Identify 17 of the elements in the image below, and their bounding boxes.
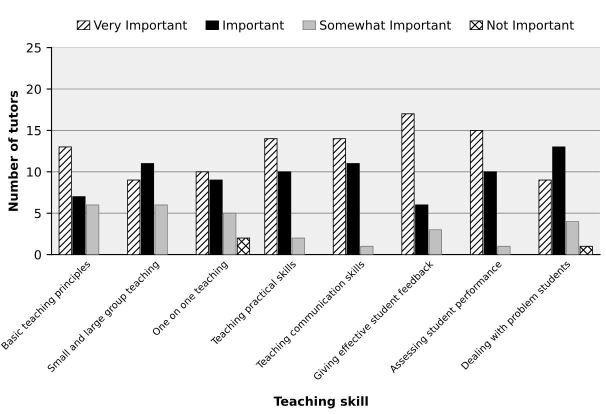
bar xyxy=(428,229,442,255)
x-axis-title: Teaching skill xyxy=(274,396,368,408)
y-tick-label: 20 xyxy=(26,84,41,94)
y-tick-label: 25 xyxy=(26,43,41,53)
legend-label: Very Important xyxy=(94,20,187,32)
bar xyxy=(360,246,374,255)
bar xyxy=(566,221,580,255)
y-tick-label: 10 xyxy=(27,167,41,177)
bar xyxy=(497,246,511,255)
y-tick-label: 5 xyxy=(34,208,41,218)
y-tick-label: 0 xyxy=(34,250,41,260)
legend-label: Not Important xyxy=(488,20,574,32)
legend-label: Important xyxy=(224,20,284,32)
legend-label: Somewhat Important xyxy=(320,20,452,32)
bar xyxy=(292,238,305,255)
y-axis-title: Number of tutors xyxy=(8,90,18,211)
y-tick-label: 15 xyxy=(27,126,41,136)
